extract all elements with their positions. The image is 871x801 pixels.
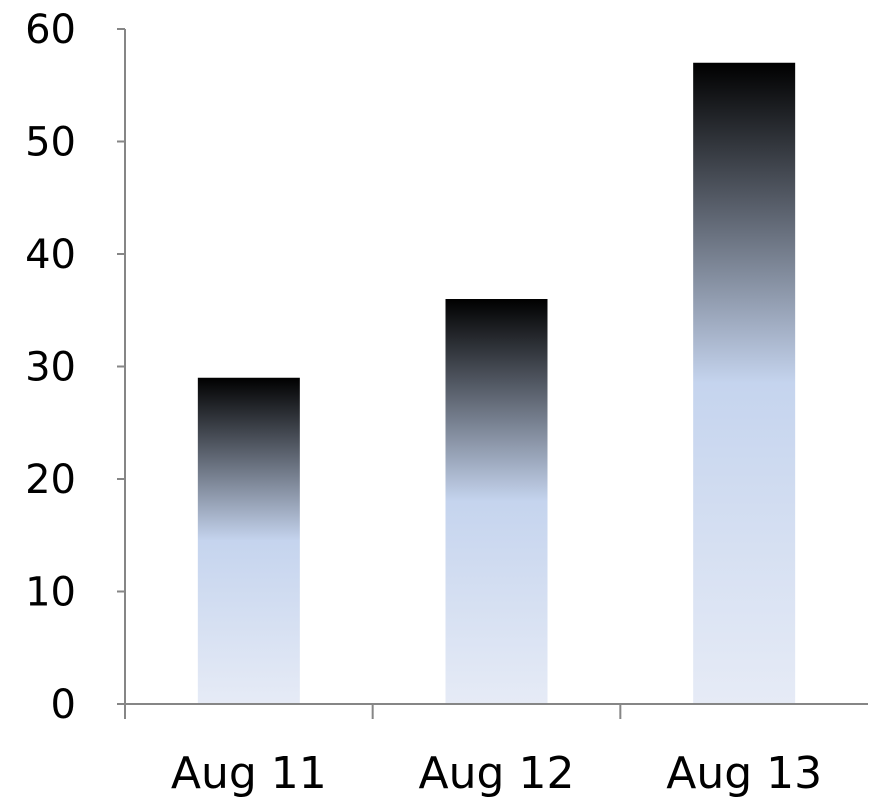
- y-tick-label: 0: [51, 682, 76, 728]
- x-category-label: Aug 11: [171, 748, 327, 799]
- y-tick-label: 40: [25, 232, 76, 278]
- x-axis-category-labels: Aug 11 Aug 12 Aug 13: [171, 748, 822, 799]
- y-tick-label: 30: [25, 345, 76, 391]
- y-tick-label: 60: [25, 7, 76, 53]
- bar: [445, 299, 548, 704]
- bar: [197, 377, 300, 704]
- bar: [693, 62, 796, 704]
- bars: [197, 62, 796, 704]
- y-tick-label: 50: [25, 120, 76, 166]
- axes: [117, 28, 868, 719]
- y-tick-label: 20: [25, 457, 76, 503]
- y-tick-label: 10: [25, 570, 76, 616]
- x-category-label: Aug 12: [419, 748, 575, 799]
- y-axis-tick-labels: 0 10 20 30 40 50 60: [25, 7, 76, 728]
- x-category-label: Aug 13: [666, 748, 822, 799]
